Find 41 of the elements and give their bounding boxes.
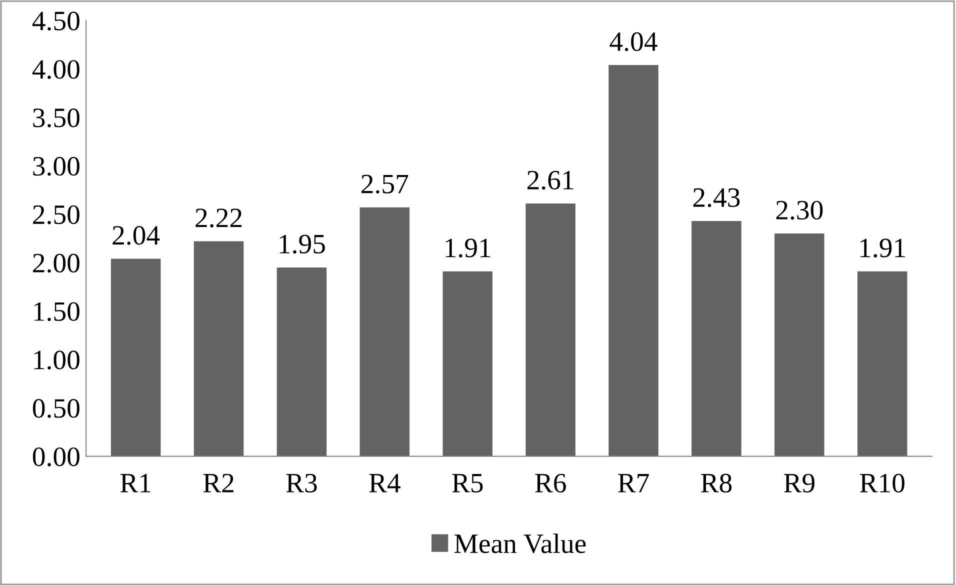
bar bbox=[526, 204, 576, 456]
x-tick-label: R7 bbox=[618, 474, 649, 492]
x-tick-label: R9 bbox=[784, 474, 814, 493]
x-tick-label: R5 bbox=[452, 474, 483, 493]
y-tick-label: 3.00 bbox=[33, 156, 80, 176]
data-label: 1.91 bbox=[446, 238, 490, 258]
y-tick-label: 0.50 bbox=[32, 399, 80, 418]
x-tick-label: R6 bbox=[535, 474, 566, 493]
x-tick-label: R2 bbox=[203, 474, 234, 492]
data-label: 2.57 bbox=[362, 174, 408, 194]
bar bbox=[276, 267, 327, 456]
bar bbox=[774, 234, 824, 456]
data-label: 2.30 bbox=[776, 200, 823, 220]
y-tick-label: 2.50 bbox=[33, 205, 80, 224]
legend-label: Mean Value bbox=[454, 534, 586, 554]
data-label: 2.43 bbox=[693, 188, 740, 208]
data-label: 2.04 bbox=[112, 226, 160, 245]
x-tick-label: R8 bbox=[701, 474, 732, 493]
y-tick-label: 4.00 bbox=[32, 60, 80, 79]
y-tick-label: 3.50 bbox=[33, 108, 80, 128]
bar bbox=[857, 271, 908, 456]
x-tick-label: R1 bbox=[120, 474, 150, 492]
y-tick-label: 1.00 bbox=[34, 350, 80, 370]
data-label: 1.95 bbox=[280, 234, 325, 254]
y-tick-label: 1.50 bbox=[34, 302, 80, 322]
x-tick-label: R4 bbox=[369, 474, 400, 492]
data-label: 4.04 bbox=[610, 32, 658, 52]
y-tick-label: 0.00 bbox=[32, 447, 80, 466]
x-tick-label: R3 bbox=[286, 474, 317, 493]
data-label: 2.22 bbox=[196, 208, 242, 228]
bar bbox=[608, 65, 658, 456]
y-tick-label: 2.00 bbox=[33, 254, 80, 273]
y-tick-label: 4.50 bbox=[32, 12, 80, 31]
bar bbox=[110, 258, 161, 456]
x-tick-label: R10 bbox=[860, 474, 904, 493]
bar bbox=[692, 220, 742, 456]
data-label: 2.61 bbox=[527, 170, 574, 190]
bar bbox=[442, 271, 492, 456]
bar bbox=[194, 241, 244, 456]
bar bbox=[360, 207, 410, 456]
data-label: 1.91 bbox=[860, 238, 905, 258]
